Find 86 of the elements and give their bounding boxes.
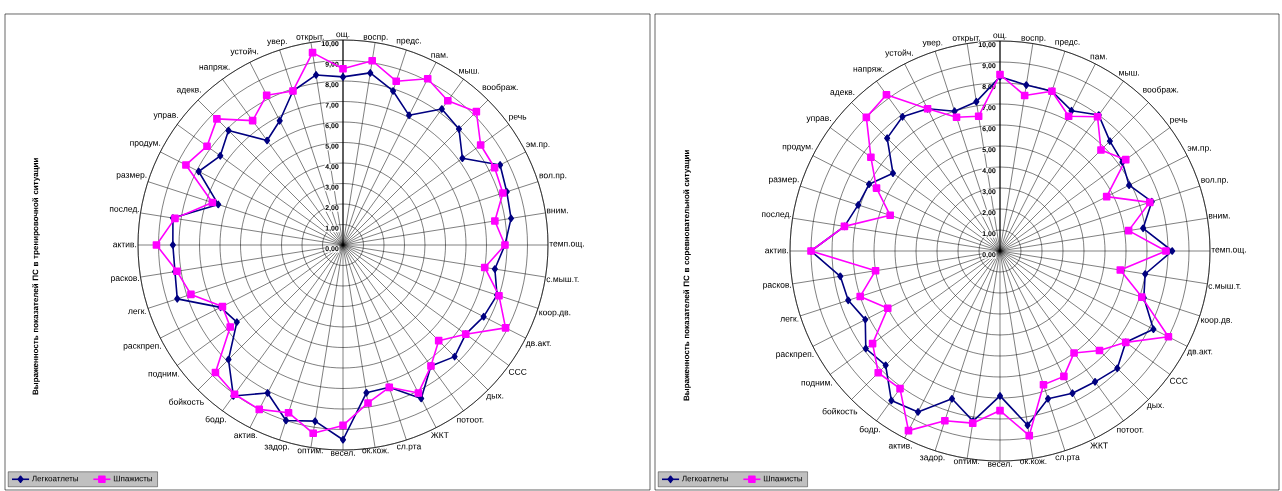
spoke-label: оптим. bbox=[953, 459, 979, 465]
spoke-label: ок.кож. bbox=[1020, 459, 1047, 465]
spoke-label: продум. bbox=[782, 144, 813, 152]
spoke-label: управ. bbox=[806, 116, 831, 123]
spoke-label: ощ. bbox=[993, 33, 1007, 40]
spoke-label: мыш. bbox=[459, 69, 479, 74]
spoke-label: дв.акт. bbox=[525, 341, 551, 348]
text: Выраженность показателей ПС в тренировочной ситуации bbox=[32, 158, 40, 395]
spoke-label: мыш. bbox=[1119, 71, 1139, 76]
spoke-label: предс. bbox=[396, 38, 421, 46]
spoke-label: актив. bbox=[234, 433, 258, 439]
spoke-label: сл.рта bbox=[396, 444, 422, 452]
spoke-label: открыт. bbox=[296, 35, 324, 42]
spoke-label: эм.пр. bbox=[1187, 146, 1211, 153]
legend-label: Шпажисты bbox=[113, 475, 153, 482]
legend-label: Легкоатлеты bbox=[31, 475, 78, 482]
spoke-label: увер. bbox=[922, 40, 943, 48]
spoke-label: послед. bbox=[109, 207, 139, 214]
spoke-label: актив. bbox=[888, 443, 912, 449]
spoke-label: послед. bbox=[761, 212, 792, 219]
spoke-label: задор. bbox=[920, 455, 945, 462]
spoke-label: раскпреп. bbox=[776, 352, 814, 359]
spoke-label: размер. bbox=[116, 173, 147, 180]
spoke-label: расков. bbox=[763, 283, 791, 290]
spoke-label: ЖКТ bbox=[430, 432, 449, 438]
spoke-label: дых. bbox=[1146, 403, 1164, 410]
spoke-label: подним. bbox=[148, 371, 180, 379]
spoke-label: весел. bbox=[331, 451, 355, 456]
text: Выраженность показателей ПС в соревновательной ситуации bbox=[683, 150, 691, 401]
spoke-label: напряж. bbox=[853, 67, 884, 74]
spoke-label: актив. bbox=[113, 242, 137, 248]
spoke-label: потоот. bbox=[457, 417, 484, 423]
spoke-label: размер. bbox=[769, 177, 799, 184]
spoke-label: воображ. bbox=[482, 83, 518, 92]
spoke-label: бойкость bbox=[169, 398, 204, 405]
spoke-label: темп.ощ. bbox=[1211, 247, 1246, 255]
spoke-label: адекв. bbox=[830, 90, 855, 97]
spoke-label: весел. bbox=[988, 462, 1012, 467]
spoke-label: потоот. bbox=[1117, 427, 1144, 433]
spoke-label: увер. bbox=[267, 39, 287, 46]
spoke-label: эм.пр. bbox=[526, 142, 550, 149]
spoke-label: вним. bbox=[546, 208, 568, 214]
spoke-label: бодр. bbox=[205, 415, 226, 424]
spoke-label: предс. bbox=[1055, 40, 1080, 47]
spoke-label: пам. bbox=[1090, 54, 1107, 60]
spoke-label: расков. bbox=[111, 276, 139, 283]
spoke-label: темп.ощ. bbox=[549, 241, 584, 249]
spoke-label: легк. bbox=[127, 309, 147, 315]
spoke-label: ЖКТ bbox=[1090, 442, 1108, 449]
legend-label: Легкоатлеты bbox=[681, 475, 728, 482]
spoke-label: управ. bbox=[153, 113, 178, 120]
spoke-label: устойч. bbox=[885, 49, 913, 58]
spoke-label: ССС bbox=[508, 368, 527, 375]
spoke-label: адекв. bbox=[176, 87, 201, 95]
spoke-label: подним. bbox=[801, 380, 832, 388]
spoke-label: воспр. bbox=[363, 35, 388, 42]
spoke-label: задор. bbox=[264, 444, 289, 452]
spoke-label: коор.дв. bbox=[1201, 318, 1232, 325]
spoke-label: сл.рта bbox=[1055, 455, 1080, 462]
spoke-label: с.мыш.т. bbox=[546, 277, 579, 283]
spoke-label: с.мыш.т. bbox=[1208, 284, 1241, 289]
spoke-label: вол.пр. bbox=[1201, 178, 1228, 185]
spoke-label: легк. bbox=[780, 317, 799, 322]
spoke-label: бойкость bbox=[822, 407, 858, 415]
spoke-label: ССС bbox=[1169, 377, 1188, 384]
legend-label: Шпажисты bbox=[763, 475, 803, 482]
spoke-label: дых. bbox=[486, 394, 504, 401]
spoke-label: ок.кож. bbox=[362, 448, 389, 454]
spoke-label: вол.пр. bbox=[539, 173, 567, 180]
spoke-label: воображ. bbox=[1143, 86, 1179, 95]
spoke-label: устойч. bbox=[230, 47, 259, 56]
spoke-label: открыт. bbox=[952, 36, 980, 43]
spoke-label: напряж. bbox=[199, 65, 230, 72]
spoke-label: речь bbox=[509, 114, 527, 122]
spoke-label: бодр. bbox=[859, 425, 880, 434]
spoke-label: ощ. bbox=[336, 32, 350, 39]
spoke-label: пам. bbox=[431, 53, 448, 58]
spoke-label: актив. bbox=[765, 248, 789, 254]
spoke-label: вним. bbox=[1208, 214, 1230, 219]
spoke-label: оптим. bbox=[297, 448, 323, 454]
spoke-label: речь bbox=[1170, 118, 1188, 125]
spoke-label: дв.акт. bbox=[1187, 349, 1213, 357]
spoke-label: воспр. bbox=[1021, 36, 1046, 43]
spoke-label: раскпреп. bbox=[123, 344, 161, 351]
spoke-label: продум. bbox=[130, 141, 161, 148]
spoke-label: коор.дв. bbox=[539, 310, 571, 318]
